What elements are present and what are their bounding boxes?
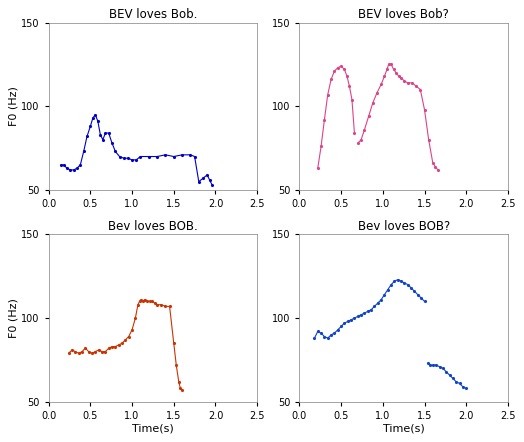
Title: BEV loves Bob?: BEV loves Bob? [358, 8, 449, 21]
X-axis label: Time(s): Time(s) [132, 424, 174, 434]
Title: Bev loves BOB?: Bev loves BOB? [357, 220, 450, 233]
Title: Bev loves BOB.: Bev loves BOB. [108, 220, 198, 233]
X-axis label: Time(s): Time(s) [383, 424, 424, 434]
Y-axis label: F0 (Hz): F0 (Hz) [8, 298, 18, 338]
Title: BEV loves Bob.: BEV loves Bob. [108, 8, 197, 21]
Y-axis label: F0 (Hz): F0 (Hz) [8, 86, 18, 126]
